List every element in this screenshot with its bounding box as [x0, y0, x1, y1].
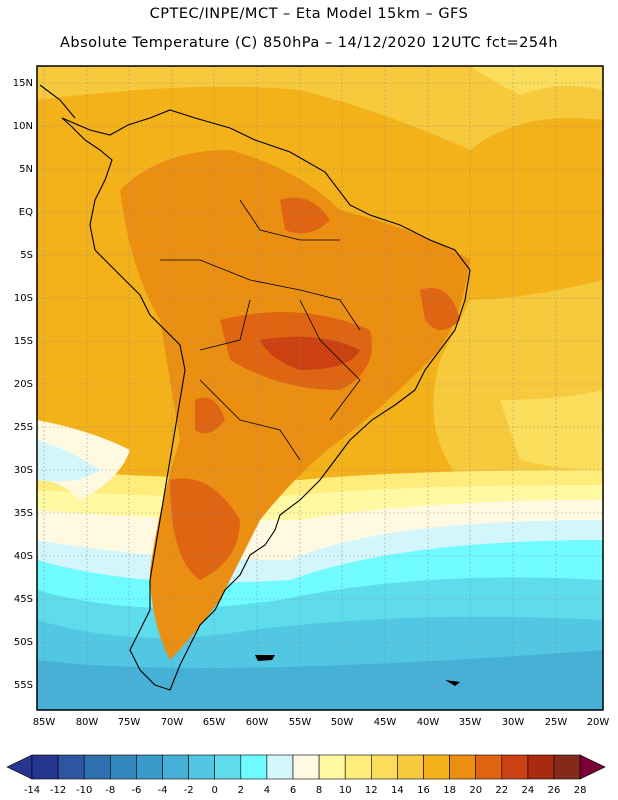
- lon-label: 50W: [331, 717, 354, 728]
- lat-label: 35S: [14, 508, 33, 519]
- colorbar-tick-label: 12: [365, 785, 378, 796]
- lon-label: 60W: [246, 717, 269, 728]
- lat-label: 45S: [14, 594, 33, 605]
- lat-label: 40S: [14, 551, 33, 562]
- header-title-line1: CPTEC/INPE/MCT – Eta Model 15km – GFS: [149, 6, 469, 22]
- lat-label: 10S: [14, 293, 33, 304]
- colorbar-tick-label: 4: [264, 785, 270, 796]
- south-america-coastline: [61, 109, 471, 691]
- colorbar-tick-label: 2: [238, 785, 244, 796]
- lat-label: 5S: [20, 250, 33, 261]
- lat-label: 15N: [13, 78, 33, 89]
- country-borders: [160, 199, 361, 461]
- colorbar-swatch: [57, 754, 85, 780]
- central-america-coast: [39, 84, 76, 119]
- colorbar-swatch: [553, 754, 581, 780]
- lat-label: 55S: [14, 680, 33, 691]
- lon-label: 25W: [545, 717, 568, 728]
- lat-label: 5N: [19, 164, 33, 175]
- lon-label: 40W: [417, 717, 440, 728]
- lat-label: EQ: [19, 207, 33, 218]
- colorbar-swatch: [344, 754, 372, 780]
- colorbar-tick-label: -2: [184, 785, 194, 796]
- colorbar-tick-label: 24: [522, 785, 535, 796]
- colorbar-tick-label: 18: [443, 785, 456, 796]
- colorbar-swatch: [162, 754, 189, 780]
- lon-label: 55W: [289, 717, 312, 728]
- colorbar-swatch: [449, 754, 477, 780]
- colorbar-swatch: [292, 754, 320, 780]
- colorbar-tick-label: 0: [212, 785, 218, 796]
- colorbar-swatch: [501, 754, 529, 780]
- map-frame: [36, 65, 604, 711]
- longitude-labels: 85W 80W 75W 70W 65W 60W 55W 50W 45W 40W …: [33, 717, 610, 728]
- lon-label: 35W: [459, 717, 482, 728]
- colorbar-swatch: [475, 754, 503, 780]
- colorbar-tick-label: 28: [574, 785, 587, 796]
- lat-label: 30S: [14, 465, 33, 476]
- colorbar-swatch: [370, 754, 398, 780]
- colorbar-swatch: [31, 754, 59, 780]
- colorbar-tick-label: 22: [495, 785, 508, 796]
- colorbar-tick-label: -8: [105, 785, 115, 796]
- lat-label: 10N: [13, 121, 33, 132]
- lat-label: 20S: [14, 379, 33, 390]
- colorbar-swatch: [527, 754, 555, 780]
- colorbar-swatch: [397, 754, 424, 780]
- colorbar-swatch: [214, 754, 242, 780]
- colorbar-swatch: [423, 754, 450, 780]
- lon-label: 30W: [502, 717, 525, 728]
- colorbar-tick-label: 6: [290, 785, 296, 796]
- colorbar-tick-label: -12: [50, 785, 66, 796]
- lon-label: 20W: [587, 717, 610, 728]
- colorbar-tick-label: 16: [417, 785, 430, 796]
- colorbar-swatch: [83, 754, 111, 780]
- colorbar-low-arrow: [6, 754, 33, 780]
- colorbar-swatch: [110, 754, 137, 780]
- lat-label: 15S: [14, 336, 33, 347]
- map-field: [37, 66, 603, 710]
- lon-label: 70W: [161, 717, 184, 728]
- lon-label: 80W: [76, 717, 99, 728]
- lon-label: 85W: [33, 717, 56, 728]
- colorbar-high-arrow: [579, 754, 606, 780]
- latitude-labels: 15N 10N 5N EQ 5S 10S 15S 20S 25S 30S 35S…: [13, 78, 33, 691]
- colorbar-swatch: [136, 754, 163, 780]
- lat-label: 50S: [14, 637, 33, 648]
- lat-label: 25S: [14, 422, 33, 433]
- colorbar-labels: -14 -12 -10 -8 -6 -4 -2 0 2 4 6 8 10 12 14 16 18 20 22 24 26…: [24, 785, 587, 796]
- colorbar-tick-label: 20: [469, 785, 482, 796]
- colorbar-tick-label: 8: [316, 785, 322, 796]
- colorbar-swatch: [188, 754, 216, 780]
- colorbar-tick-label: -4: [158, 785, 168, 796]
- graticule: [37, 66, 603, 710]
- colorbar-swatches: [6, 754, 606, 780]
- colorbar-tick-label: -6: [131, 785, 141, 796]
- colorbar-swatch: [240, 754, 268, 780]
- colorbar-swatch: [266, 754, 294, 780]
- colorbar-tick-label: 26: [548, 785, 561, 796]
- colorbar-tick-label: -14: [24, 785, 40, 796]
- colorbar-tick-label: 10: [339, 785, 352, 796]
- lon-label: 45W: [374, 717, 397, 728]
- colorbar-swatch: [318, 754, 346, 780]
- lon-label: 65W: [203, 717, 226, 728]
- header-title-line2: Absolute Temperature (C) 850hPa – 14/12/…: [59, 35, 559, 51]
- lon-label: 75W: [118, 717, 141, 728]
- colorbar-tick-label: 14: [391, 785, 404, 796]
- colorbar-tick-label: -10: [76, 785, 92, 796]
